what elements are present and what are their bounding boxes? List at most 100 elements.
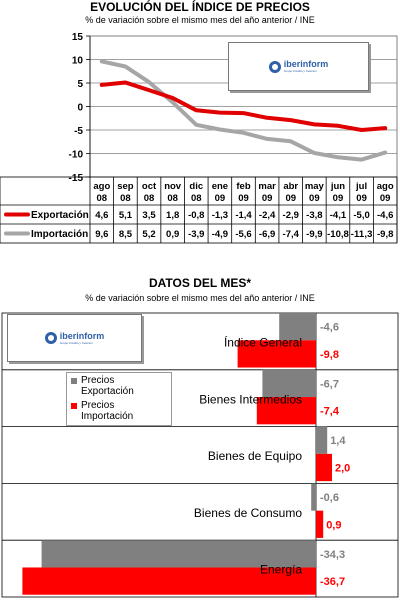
table-value: -0,8: [188, 210, 204, 221]
table-value: -6,9: [259, 229, 275, 240]
logo-box-bottom: iberinform Grupo Crédito y Caución: [7, 314, 142, 362]
bar-value-label: -7,4: [320, 406, 340, 418]
bar-value-label: 1,4: [330, 435, 346, 447]
legend-swatch-export: [71, 378, 77, 384]
legend-item-export: Precios Exportación: [71, 375, 161, 397]
table-value: -11,3: [351, 229, 373, 240]
category-label-year: 08: [144, 193, 155, 204]
iberinform-logo-2: iberinform Grupo Crédito y Caución: [44, 331, 104, 345]
category-label-year: 09: [262, 193, 273, 204]
bar-value-label: -36,7: [320, 576, 345, 588]
category-label-month: jun: [330, 181, 345, 192]
bar-category-label: Bienes Intermedios: [199, 392, 302, 406]
category-label-month: sep: [117, 181, 134, 192]
category-label-month: nov: [164, 181, 182, 192]
bar-category-label: Índice General: [224, 335, 302, 350]
bar-value-label: -9,8: [320, 349, 339, 361]
bar-value-label: -4,6: [320, 322, 339, 334]
category-label-year: 09: [238, 193, 249, 204]
legend-label-export: Precios Exportación: [81, 375, 134, 397]
table-series-label: Importación: [31, 229, 88, 240]
table-value: -3,9: [188, 229, 204, 240]
table-value: 1,8: [166, 210, 179, 221]
bar-importacion: [22, 567, 317, 595]
table-value: -4,1: [330, 210, 347, 221]
category-label-year: 09: [309, 193, 320, 204]
category-label-year: 08: [97, 193, 108, 204]
bar-category-label: Bienes de Consumo: [194, 506, 302, 520]
category-label-month: ago: [377, 181, 394, 192]
category-label-year: 08: [167, 193, 178, 204]
category-label-month: oct: [142, 181, 157, 192]
iberinform-logo-icon-2: [44, 332, 57, 344]
legend-swatch-import: [71, 403, 77, 409]
legend-item-import: Precios Importación: [71, 400, 161, 422]
top-chart-title: EVOLUCIÓN DEL ÍNDICE DE PRECIOS: [90, 0, 310, 14]
legend-label-import: Precios Importación: [81, 400, 134, 422]
category-label-year: 09: [380, 193, 391, 204]
table-value: -4,6: [377, 210, 393, 221]
y-tick-label: 15: [72, 32, 84, 43]
logo-name: iberinform: [283, 59, 329, 69]
bar-importacion: [316, 510, 324, 538]
table-value: -5,6: [235, 229, 251, 240]
table-value: -1,4: [235, 210, 252, 221]
bar-legend: Precios Exportación Precios Importación: [66, 372, 172, 426]
bottom-chart-title: DATOS DEL MES*: [148, 276, 252, 290]
y-tick-label: -5: [74, 126, 83, 137]
bar-exportacion: [316, 426, 328, 454]
category-label-year: 09: [215, 193, 226, 204]
bar-value-label: -6,7: [320, 378, 339, 390]
table-value: -9,9: [306, 229, 322, 240]
bar-exportacion: [262, 369, 316, 398]
table-series-label: Exportación: [31, 210, 89, 221]
logo-tagline-2: Grupo Crédito y Caución: [59, 340, 93, 345]
category-label-month: ene: [212, 181, 228, 192]
iberinform-logo: iberinform Grupo Crédito y Caución: [268, 59, 329, 73]
category-label-year: 09: [333, 193, 344, 204]
bottom-chart-subtitle: % de variación sobre el mismo mes del añ…: [85, 293, 315, 303]
table-value: -1,3: [212, 210, 228, 221]
category-label-month: dic: [189, 181, 203, 192]
y-tick-label: 5: [77, 79, 83, 90]
series-line-importacion: [99, 59, 388, 162]
table-value: 9,6: [95, 229, 108, 240]
table-value: 5,1: [119, 210, 133, 221]
y-tick-label: -15: [69, 173, 84, 184]
bar-value-label: 2,0: [335, 462, 350, 474]
category-label-month: feb: [236, 181, 250, 192]
table-value: 5,2: [142, 229, 155, 240]
category-label-month: jul: [355, 181, 367, 192]
bar-category-label: Bienes de Equipo: [208, 449, 302, 463]
table-value: -10,8: [327, 229, 349, 240]
category-label-year: 09: [285, 193, 296, 204]
table-value: -2,4: [259, 210, 276, 221]
category-label-month: mar: [258, 181, 276, 192]
table-value: -2,9: [283, 210, 299, 221]
table-value: 8,5: [119, 229, 133, 240]
table-value: -4,9: [212, 229, 228, 240]
bar-value-label: 0,9: [326, 519, 341, 531]
table-value: -9,8: [377, 229, 393, 240]
table-value: 3,5: [142, 210, 156, 221]
category-label-month: ago: [93, 181, 110, 192]
bar-importacion: [256, 397, 316, 425]
y-tick-label: -10: [69, 150, 84, 161]
top-chart-subtitle: % de variación sobre el mismo mes del añ…: [85, 15, 315, 25]
y-tick-label: 10: [72, 56, 84, 67]
category-label-year: 09: [356, 193, 367, 204]
iberinform-logo-icon: [268, 60, 281, 73]
bar-importacion: [237, 340, 316, 368]
table-value: -3,8: [306, 210, 322, 221]
table-value: -7,4: [283, 229, 300, 240]
bar-category-label: Energía: [260, 563, 302, 577]
y-tick-label: 0: [77, 103, 83, 114]
bar-importacion: [316, 453, 332, 482]
table-value: -5,0: [353, 210, 369, 221]
bar-exportacion: [311, 483, 316, 511]
bar-value-label: -34,3: [320, 549, 345, 561]
category-label-month: may: [305, 181, 325, 192]
category-label-year: 08: [120, 193, 131, 204]
table-value: 4,6: [95, 210, 108, 221]
